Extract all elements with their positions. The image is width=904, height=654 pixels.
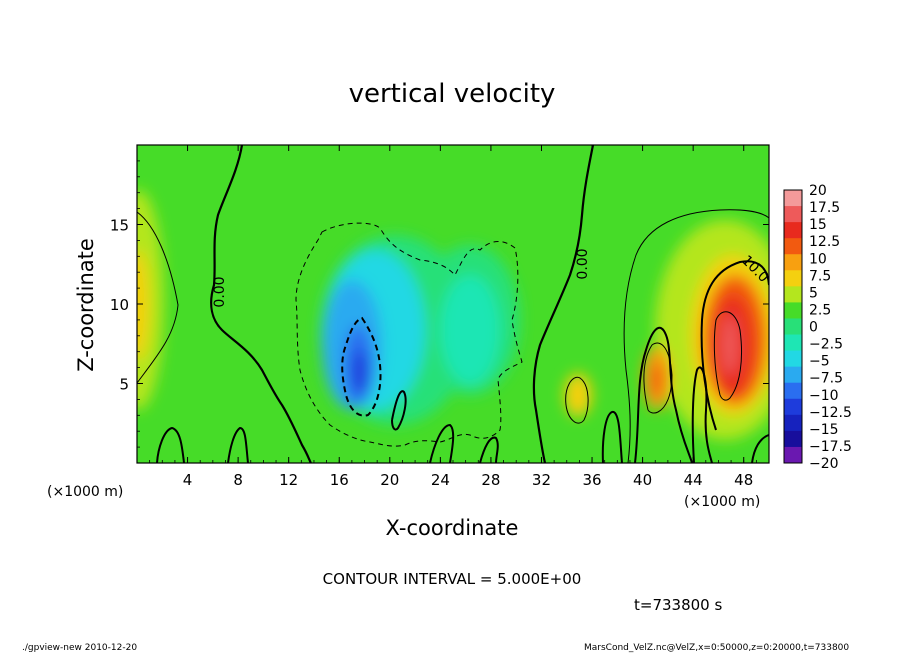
contour-lines xyxy=(137,145,769,463)
x-tick-label: 44 xyxy=(684,471,703,489)
colorbar-swatch xyxy=(784,302,802,319)
colorbar-label: 7.5 xyxy=(809,268,831,284)
contour-secondary xyxy=(643,342,673,414)
y-axis-unit: (×1000 m) xyxy=(47,484,123,500)
colorbar-label: 0 xyxy=(809,320,818,336)
contour-secondary-zero xyxy=(634,326,693,463)
colorbar-swatch xyxy=(784,350,802,368)
colorbar-label: 12.5 xyxy=(809,234,840,250)
y-tick-label: 5 xyxy=(119,376,129,394)
colorbar-label: −12.5 xyxy=(809,405,852,421)
updraft-right-core xyxy=(722,315,738,375)
colorbar-label: −2.5 xyxy=(809,337,843,353)
colorbar-label: 10 xyxy=(809,251,827,267)
colorbar-swatch xyxy=(784,334,802,352)
colorbar-swatch xyxy=(784,270,802,287)
colorbar-swatch xyxy=(784,190,802,207)
colorbar-label: 17.5 xyxy=(809,200,840,216)
x-axis-unit: (×1000 m) xyxy=(684,494,760,510)
downdraft-mid-2 xyxy=(440,275,500,385)
x-tick-label: 32 xyxy=(532,471,551,489)
zero-contour-left xyxy=(210,145,312,463)
x-axis-ticks: 4 8 12 16 20 24 28 32 36 40 44 48 xyxy=(149,145,757,489)
x-tick-label: 16 xyxy=(330,471,349,489)
updraft-secondary-core xyxy=(651,362,663,398)
updraft-left-core xyxy=(137,250,149,360)
x-tick-label: 8 xyxy=(233,471,243,489)
contour-label-zero-left: 0.00 xyxy=(212,276,228,307)
colorbar-swatch xyxy=(784,366,802,384)
downdraft-max xyxy=(352,350,368,394)
x-axis-label: X-coordinate xyxy=(386,516,519,540)
colorbar-swatch xyxy=(784,286,802,303)
time-stamp: t=733800 s xyxy=(634,596,722,614)
colorbar-swatch xyxy=(784,398,802,416)
contour-bottom-right xyxy=(601,411,623,463)
contour-label-zero-right: 0.00 xyxy=(575,248,591,279)
colorbar-swatch xyxy=(784,206,802,223)
contour-right-5 xyxy=(623,209,769,463)
chart-title: vertical velocity xyxy=(349,79,556,109)
x-tick-label: 48 xyxy=(734,471,753,489)
contour-bottom-mid-3 xyxy=(479,436,499,463)
colorbar-label: −20 xyxy=(809,456,839,472)
contour-small-updraft xyxy=(565,376,589,424)
y-axis-label: Z-coordinate xyxy=(74,238,98,372)
colorbar-label: −5 xyxy=(809,354,830,370)
colorbar-frame xyxy=(783,189,803,464)
contour-bottom-mid-2 xyxy=(429,423,455,463)
contour-downdraft-dashed xyxy=(295,222,523,447)
x-tick-label: 40 xyxy=(633,471,652,489)
contour-interval: CONTOUR INTERVAL = 5.000E+00 xyxy=(323,570,582,588)
colorbar-label: 2.5 xyxy=(809,302,831,318)
contour-bottom-right-3 xyxy=(751,434,769,463)
velocity-field xyxy=(137,145,769,463)
zero-contour-right xyxy=(532,145,595,463)
contour-downdraft-10 xyxy=(341,316,382,417)
colorbar-swatch xyxy=(784,446,802,464)
y-tick-label: 10 xyxy=(110,296,129,314)
contour-left-5 xyxy=(137,211,179,384)
contour-bottom-right-2 xyxy=(691,366,713,463)
contour-bottom-mid xyxy=(391,390,407,431)
colorbar-label: 5 xyxy=(809,285,818,301)
colorbar-label: 20 xyxy=(809,183,827,199)
x-tick-label: 28 xyxy=(481,471,500,489)
x-tick-label: 24 xyxy=(431,471,450,489)
contour-bottom-left-2 xyxy=(227,426,249,463)
y-tick-label: 15 xyxy=(110,217,129,235)
x-tick-label: 20 xyxy=(380,471,399,489)
footer-left: ./gpview-new 2010-12-20 xyxy=(22,643,137,653)
colorbar-label: −7.5 xyxy=(809,371,843,387)
contour-right-10-inner xyxy=(713,311,743,401)
y-axis-ticks: 5 10 15 xyxy=(110,160,769,448)
colorbar-swatch xyxy=(784,430,802,448)
colorbar-label: −15 xyxy=(809,422,839,438)
colorbar-swatch xyxy=(784,238,802,255)
colorbar-swatch xyxy=(784,222,802,239)
colorbar-swatch xyxy=(784,318,802,336)
x-tick-label: 12 xyxy=(279,471,298,489)
colorbar-swatch xyxy=(784,254,802,271)
colorbar-swatch xyxy=(784,414,802,432)
contour-bottom-left xyxy=(156,426,185,463)
colorbar-swatch xyxy=(784,382,802,400)
colorbar-label: −10 xyxy=(809,388,839,404)
x-tick-label: 36 xyxy=(582,471,601,489)
footer-right: MarsCond_VelZ.nc@VelZ,x=0:50000,z=0:2000… xyxy=(584,643,849,653)
colorbar-label: 15 xyxy=(809,217,827,233)
colorbar-label: −17.5 xyxy=(809,439,852,455)
x-tick-label: 4 xyxy=(183,471,193,489)
